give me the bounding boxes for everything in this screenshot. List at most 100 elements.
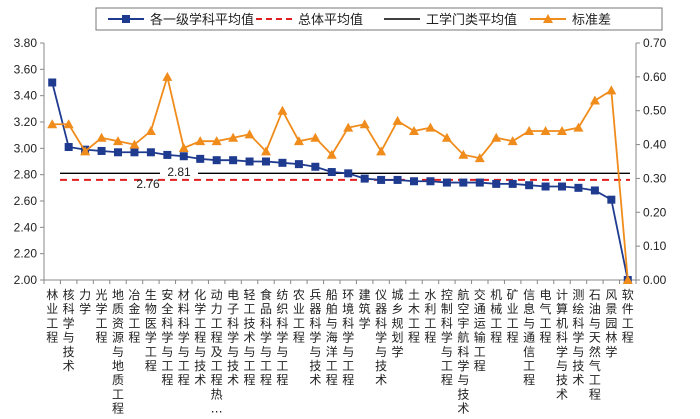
mean-point	[97, 146, 106, 155]
x-category-char: 然	[589, 344, 601, 359]
x-category-char: 件	[622, 302, 634, 316]
mean-point	[146, 148, 155, 157]
std-point	[293, 136, 304, 146]
right-tick-label: 0.60	[643, 70, 667, 84]
x-category-char: 术	[194, 373, 206, 387]
mean-point	[196, 154, 205, 163]
x-category-label: 电气工程	[540, 288, 552, 345]
std-point	[129, 139, 140, 149]
x-category-char: 景	[605, 302, 617, 316]
x-category-char: 学	[96, 301, 108, 316]
std-point	[96, 132, 107, 142]
x-category-label: 核科学与技术	[63, 288, 75, 373]
mean-point	[590, 186, 599, 195]
x-category-char: 境	[342, 301, 354, 316]
x-category-char: 学	[276, 330, 288, 345]
mean-point	[360, 174, 369, 183]
right-tick-label: 0.30	[643, 171, 667, 185]
x-category-char: 学	[309, 330, 321, 345]
x-category-char: 工	[441, 359, 453, 373]
mean-point	[492, 179, 501, 188]
mean-point	[377, 175, 386, 184]
x-category-char: 测	[572, 288, 584, 302]
x-category-char: 学	[178, 330, 190, 345]
x-category-char: 业	[293, 302, 305, 316]
x-category-char: 动	[211, 288, 223, 302]
x-category-char: 与	[326, 316, 338, 330]
std-point	[589, 95, 600, 105]
x-category-label: 动力工程及工程热…	[211, 288, 223, 416]
x-category-char: 技	[556, 373, 568, 387]
mean-point	[245, 157, 254, 166]
x-category-char: 科	[309, 316, 321, 330]
x-category-char: 程	[46, 330, 58, 345]
x-category-char: 矿	[507, 288, 519, 302]
x-category-char: 通	[523, 331, 535, 345]
mean-point	[393, 175, 402, 184]
std-point	[277, 105, 288, 115]
std-point	[458, 149, 469, 159]
x-category-char: 学	[79, 301, 91, 316]
std-point	[310, 132, 321, 142]
x-category-char: 与	[441, 345, 453, 359]
x-category-char: 全	[161, 301, 173, 316]
x-category-char: 工	[46, 316, 58, 330]
x-category-char: 机	[556, 316, 568, 330]
x-category-char: 光	[96, 288, 108, 302]
std-point	[113, 136, 123, 146]
x-category-char: 与	[161, 345, 173, 359]
x-category-char: 算	[556, 301, 568, 316]
legend: 各一级学科平均值 总体平均值 工学门类平均值 标准差	[95, 7, 663, 31]
x-category-label: 兵器科学与技术	[309, 288, 321, 387]
mean-point	[64, 143, 73, 152]
x-category-char: 科	[63, 302, 75, 316]
x-category-char: 学	[392, 344, 404, 359]
x-category-label: 水利工程	[424, 288, 436, 345]
x-category-label: 风景园林学	[605, 288, 617, 359]
std-point	[145, 126, 156, 136]
x-category-char: 学	[457, 358, 469, 373]
x-category-char: 程	[293, 330, 305, 345]
x-category-label: 土木工程	[408, 288, 420, 345]
x-category-label: 城乡规划学	[392, 288, 404, 359]
x-category-char: 科	[276, 316, 288, 330]
x-category-char: 工	[128, 316, 140, 330]
x-category-char: 与	[572, 345, 584, 359]
x-category-char: 学	[145, 330, 157, 345]
x-category-char: 地	[112, 359, 124, 373]
std-point	[622, 275, 633, 284]
x-category-char: 学	[359, 315, 371, 330]
x-category-char: 林	[46, 288, 58, 302]
x-category-char: 技	[572, 359, 584, 373]
x-category-char: 工	[260, 359, 272, 373]
right-tick-label: 0.50	[643, 104, 667, 118]
mean-point	[294, 160, 303, 169]
mean-point	[278, 158, 287, 167]
x-category-char: 仪	[375, 288, 387, 302]
x-category-char: 工	[490, 316, 502, 330]
std-point	[359, 119, 370, 129]
right-tick-label: 0.10	[643, 239, 667, 253]
x-category-char: 技	[244, 316, 256, 330]
std-point	[573, 122, 584, 132]
mean-point	[525, 181, 534, 190]
x-category-char: 生	[145, 288, 157, 302]
x-category-char: 程	[276, 372, 288, 387]
x-category-char: 与	[309, 345, 321, 359]
x-category-char: 风	[605, 288, 617, 302]
x-category-char: 木	[408, 302, 420, 316]
left-tick-label: 2.60	[14, 194, 38, 208]
x-category-char: 程	[211, 372, 223, 387]
x-category-char: 力	[211, 302, 223, 316]
x-category-label: 石油与天然气工程	[589, 288, 601, 401]
left-tick-label: 2.40	[14, 220, 38, 234]
x-category-char: 林	[605, 331, 617, 345]
mean-point	[48, 78, 57, 87]
x-category-char: 工	[342, 359, 354, 373]
legend-marker	[543, 14, 553, 23]
left-tick-label: 3.40	[14, 89, 38, 103]
x-category-char: 地	[112, 288, 124, 302]
x-category-char: 医	[145, 316, 157, 330]
x-category-char: 宇	[457, 316, 469, 330]
x-category-char: 工	[474, 345, 486, 359]
